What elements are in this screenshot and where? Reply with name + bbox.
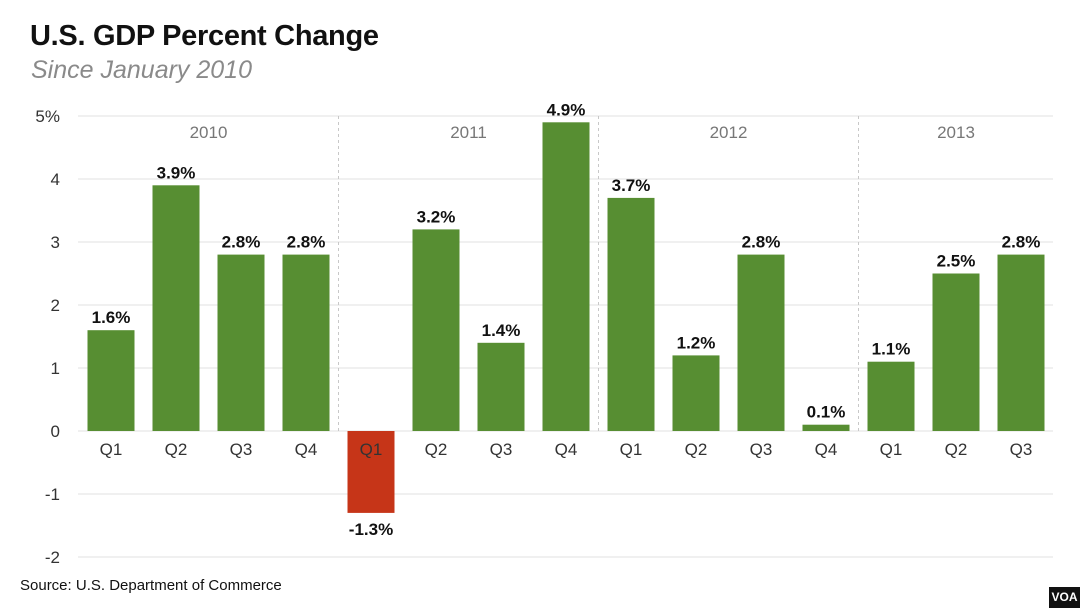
category-label: Q1: [620, 440, 643, 459]
data-label: 1.6%: [92, 308, 131, 327]
data-label: 4.9%: [547, 100, 586, 119]
bar: [217, 254, 265, 431]
voa-logo: VOA: [1049, 587, 1080, 608]
bar: [997, 254, 1045, 431]
y-tick-label: -2: [45, 548, 60, 567]
bar: [672, 355, 720, 431]
category-label: Q2: [425, 440, 448, 459]
category-label: Q3: [1010, 440, 1033, 459]
y-tick-label: 1: [51, 359, 60, 378]
y-tick-label: 2: [51, 296, 60, 315]
bar: [932, 273, 980, 431]
data-label: -1.3%: [349, 520, 393, 539]
data-label: 2.8%: [1002, 233, 1041, 252]
data-label: 3.7%: [612, 176, 651, 195]
bar: [152, 185, 200, 431]
category-label: Q3: [490, 440, 513, 459]
chart-subtitle: Since January 2010: [31, 56, 252, 84]
bars: [87, 122, 1045, 513]
data-label: 2.8%: [222, 233, 261, 252]
data-label: 2.5%: [937, 252, 976, 271]
chart-title: U.S. GDP Percent Change: [30, 20, 379, 52]
data-label: 3.2%: [417, 207, 456, 226]
source-note: Source: U.S. Department of Commerce: [20, 577, 282, 594]
bar: [867, 361, 915, 431]
category-labels: Q1 Q2 Q3 Q4 Q1 Q2 Q3 Q4 Q1 Q2 Q3 Q4 Q1 Q2 Q3: [100, 440, 1033, 459]
y-tick-label: -1: [45, 485, 60, 504]
year-labels: 2010 2011 2012 2013: [190, 123, 975, 142]
bar: [607, 197, 655, 431]
category-label: Q4: [815, 440, 838, 459]
data-labels: 1.6% 3.9% 2.8% 2.8% -1.3% 3.2% 1.4% 4.9% 3.7% 1.2…: [92, 100, 1041, 539]
year-dividers: [338, 116, 859, 431]
category-label: Q1: [880, 440, 903, 459]
data-label: 2.8%: [287, 233, 326, 252]
y-tick-label: 5%: [35, 107, 60, 126]
y-axis: 5% 4 3 2 1 0 -1 -2: [35, 107, 60, 567]
data-label: 3.9%: [157, 163, 196, 182]
category-label: Q1: [100, 440, 123, 459]
category-label: Q3: [750, 440, 773, 459]
category-label: Q4: [295, 440, 318, 459]
bar: [412, 229, 460, 431]
bar: [87, 330, 135, 431]
category-label: Q2: [945, 440, 968, 459]
bar: [477, 342, 525, 431]
year-label: 2011: [450, 123, 487, 142]
data-label: 2.8%: [742, 233, 781, 252]
year-label: 2012: [710, 123, 748, 142]
data-label: 1.4%: [482, 321, 521, 340]
category-label: Q4: [555, 440, 578, 459]
data-label: 1.1%: [872, 340, 911, 359]
category-label: Q2: [165, 440, 188, 459]
bar: [282, 254, 330, 431]
category-label: Q1: [360, 440, 383, 459]
y-tick-label: 4: [51, 170, 60, 189]
bar: [347, 431, 395, 513]
y-tick-label: 0: [51, 422, 60, 441]
data-label: 0.1%: [807, 403, 846, 422]
bar: [802, 424, 850, 431]
year-label: 2013: [937, 123, 975, 142]
year-label: 2010: [190, 123, 228, 142]
y-tick-label: 3: [51, 233, 60, 252]
category-label: Q3: [230, 440, 253, 459]
data-label: 1.2%: [677, 333, 716, 352]
bar: [542, 122, 590, 432]
bar: [737, 254, 785, 431]
category-label: Q2: [685, 440, 708, 459]
